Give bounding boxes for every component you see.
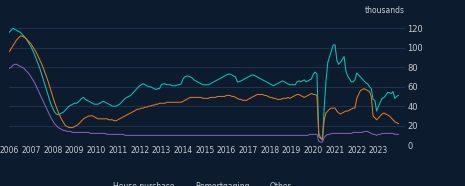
Text: thousands: thousands bbox=[365, 6, 405, 15]
Legend: House purchase, Remortgaging, Other: House purchase, Remortgaging, Other bbox=[95, 179, 295, 186]
